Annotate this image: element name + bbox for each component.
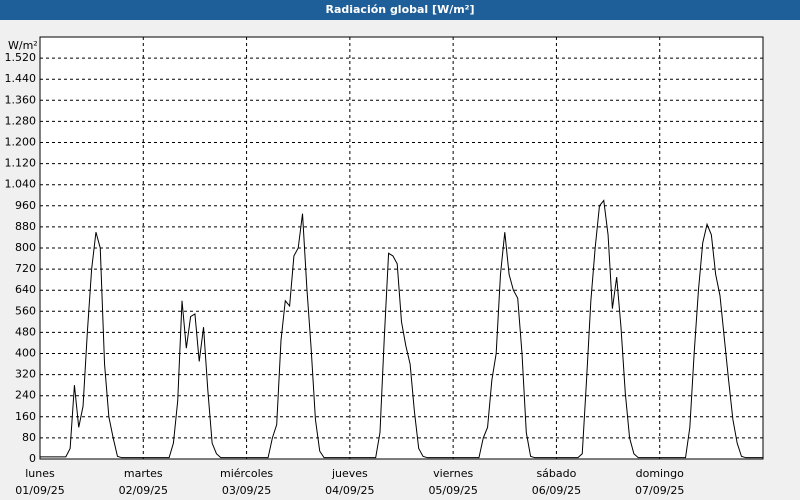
x-tick-label: domingo bbox=[636, 467, 684, 480]
x-tick-date: 06/09/25 bbox=[532, 484, 581, 497]
x-tick-label: jueves bbox=[331, 467, 368, 480]
plot-border bbox=[39, 36, 764, 460]
x-tick-date: 07/09/25 bbox=[635, 484, 684, 497]
x-tick-date: 03/09/25 bbox=[222, 484, 271, 497]
y-tick-label: 1.360 bbox=[5, 93, 37, 106]
y-tick-label: 1.440 bbox=[5, 72, 37, 85]
x-tick-label: martes bbox=[124, 467, 163, 480]
y-tick-label: 320 bbox=[15, 368, 36, 381]
y-tick-label: 720 bbox=[15, 262, 36, 275]
y-tick-label: 960 bbox=[15, 199, 36, 212]
y-tick-label: 1.120 bbox=[5, 157, 37, 170]
x-tick-label: miércoles bbox=[220, 467, 273, 480]
data-line bbox=[40, 199, 763, 459]
y-tick-label: 400 bbox=[15, 347, 36, 360]
y-tick-label: 560 bbox=[15, 304, 36, 317]
x-tick-date: 04/09/25 bbox=[325, 484, 374, 497]
chart-title: Radiación global [W/m²] bbox=[325, 3, 474, 16]
x-tick-label: lunes bbox=[25, 467, 55, 480]
x-tick-label: viernes bbox=[433, 467, 473, 480]
y-tick-label: 640 bbox=[15, 283, 36, 296]
y-tick-label: 800 bbox=[15, 241, 36, 254]
y-tick-label: 240 bbox=[15, 389, 36, 402]
x-tick-date: 01/09/25 bbox=[15, 484, 64, 497]
y-tick-label: 1.280 bbox=[5, 114, 37, 127]
y-tick-label: 0 bbox=[29, 452, 36, 465]
x-tick-date: 05/09/25 bbox=[428, 484, 477, 497]
y-tick-label: 80 bbox=[22, 431, 36, 444]
y-tick-label: 1.040 bbox=[5, 178, 37, 191]
x-tick-label: sábado bbox=[536, 467, 576, 480]
y-tick-label: 480 bbox=[15, 325, 36, 338]
y-axis-label: W/m² bbox=[8, 39, 38, 52]
y-tick-label: 880 bbox=[15, 220, 36, 233]
title-bar bbox=[0, 0, 800, 20]
x-tick-date: 02/09/25 bbox=[119, 484, 168, 497]
y-tick-label: 160 bbox=[15, 410, 36, 423]
y-tick-label: 1.200 bbox=[5, 136, 37, 149]
y-tick-label: 1.520 bbox=[5, 51, 37, 64]
